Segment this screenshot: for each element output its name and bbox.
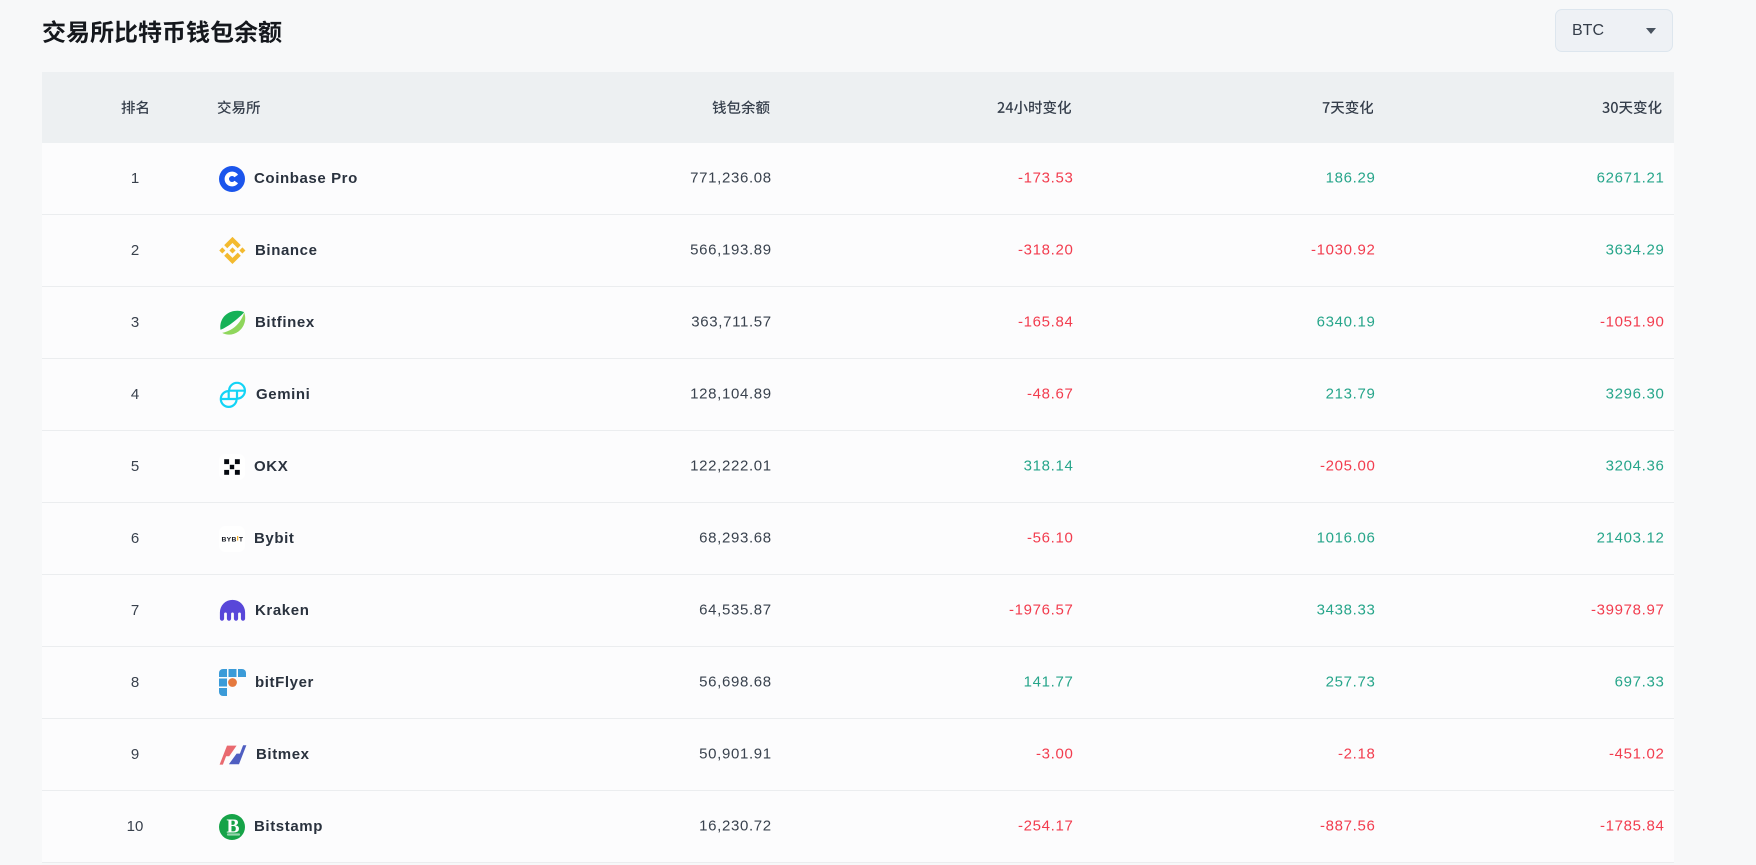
svg-text:B: B	[226, 816, 239, 837]
svg-text:BYBIT: BYBIT	[221, 535, 243, 543]
